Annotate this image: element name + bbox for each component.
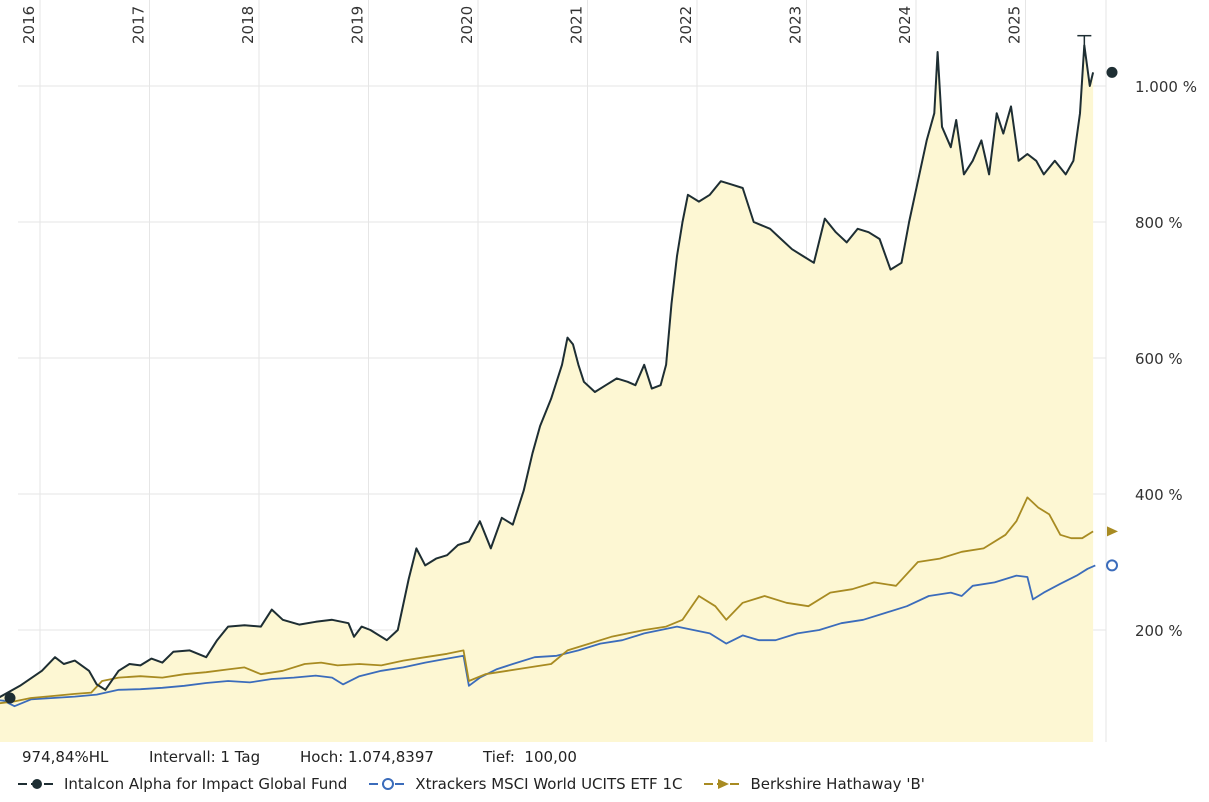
intalcon-line (0, 44, 1095, 699)
legend-marker-open-circle-icon (369, 778, 408, 790)
year-tick-label: 2020 (458, 6, 476, 44)
year-tick-label: 2017 (130, 6, 148, 44)
xtrackers-end-marker (1106, 559, 1118, 572)
legend-marker-triangle-icon (704, 779, 743, 789)
year-tick-label: 2021 (568, 6, 586, 44)
y-tick-label: 600 % (1135, 350, 1183, 368)
berkshire-line (0, 496, 1094, 705)
legend-label-xtrackers: Xtrackers MSCI World UCITS ETF 1C (415, 775, 683, 793)
y-tick-label: 400 % (1135, 486, 1183, 504)
hl-value: 974,84%HL (22, 748, 109, 766)
year-tick-label: 2016 (20, 6, 38, 44)
intalcon-end-marker (1106, 66, 1118, 78)
year-tick-label: 2022 (677, 6, 695, 44)
info-row: 974,84%HL Intervall: 1 Tag Hoch: 1.074,8… (22, 748, 577, 768)
y-tick-label: 1.000 % (1135, 78, 1197, 96)
legend-item-xtrackers[interactable]: Xtrackers MSCI World UCITS ETF 1C (369, 775, 682, 793)
intalcon-area-fill (0, 45, 1094, 742)
legend-label-intalcon: Intalcon Alpha for Impact Global Fund (64, 775, 348, 793)
low-value: Tief: 100,00 (483, 748, 577, 766)
y-tick-label: 800 % (1135, 214, 1183, 232)
year-tick-label: 2023 (787, 6, 805, 44)
y-tick-label: 200 % (1135, 622, 1183, 640)
year-tick-label: 2024 (896, 6, 914, 44)
legend-marker-circle-icon (18, 779, 56, 789)
year-tick-label: 2018 (239, 6, 257, 44)
high-value: Hoch: 1.074,8397 (300, 748, 434, 766)
legend-label-berkshire: Berkshire Hathaway 'B' (750, 775, 925, 793)
performance-chart: 2016 2017 2018 2019 2020 2021 2022 2023 2024 2025… (0, 0, 1197, 742)
xtrackers-line (0, 564, 1096, 708)
berkshire-end-marker (1107, 526, 1118, 537)
legend-item-intalcon[interactable]: Intalcon Alpha for Impact Global Fund (18, 775, 347, 793)
year-tick-label: 2025 (1006, 6, 1024, 44)
year-tick-label: 2019 (349, 6, 367, 44)
legend: Intalcon Alpha for Impact Global Fund Xt… (18, 773, 947, 795)
legend-item-berkshire[interactable]: Berkshire Hathaway 'B' (704, 775, 925, 793)
interval-label[interactable]: Intervall: 1 Tag (149, 748, 261, 766)
start-marker (4, 692, 16, 704)
